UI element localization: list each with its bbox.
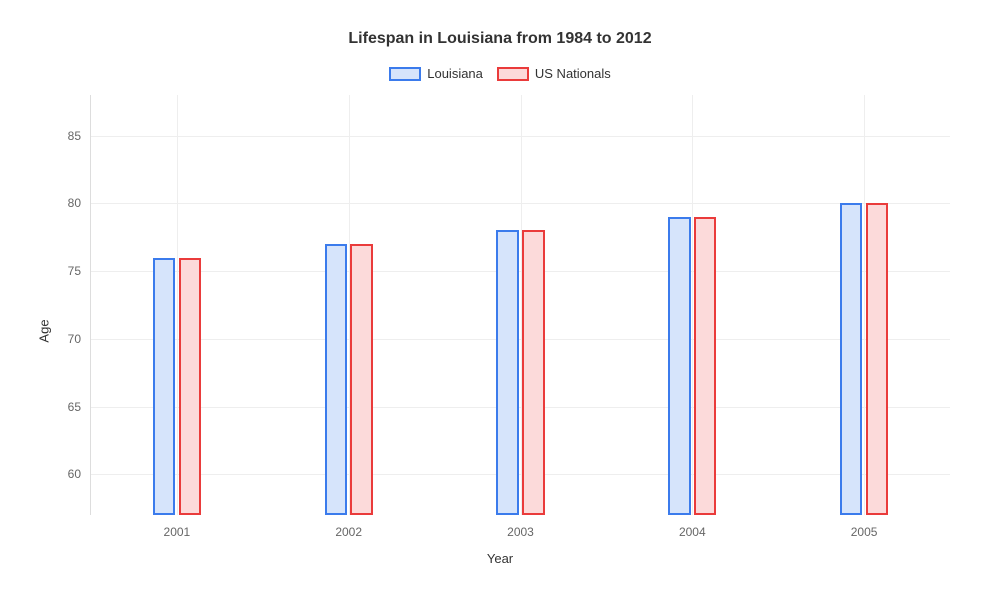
y-tick-label: 75: [68, 264, 91, 278]
legend-swatch-louisiana: [389, 67, 421, 81]
bar-louisiana-2001[interactable]: [153, 258, 175, 515]
x-tick-label: 2003: [507, 515, 534, 539]
y-tick-label: 65: [68, 400, 91, 414]
legend-label-us-nationals: US Nationals: [535, 66, 611, 81]
y-tick-label: 70: [68, 332, 91, 346]
x-tick-label: 2005: [851, 515, 878, 539]
x-tick-label: 2001: [164, 515, 191, 539]
legend: Louisiana US Nationals: [20, 66, 980, 81]
x-axis-label: Year: [20, 551, 980, 566]
bar-louisiana-2002[interactable]: [325, 244, 347, 515]
plot-area: 60657075808520012002200320042005: [90, 95, 950, 515]
x-tick-label: 2004: [679, 515, 706, 539]
bar-us-nationals-2002[interactable]: [350, 244, 372, 515]
bar-louisiana-2003[interactable]: [496, 230, 518, 515]
y-axis-label: Age: [37, 319, 52, 342]
bar-us-nationals-2005[interactable]: [866, 203, 888, 515]
bar-us-nationals-2001[interactable]: [179, 258, 201, 515]
legend-label-louisiana: Louisiana: [427, 66, 483, 81]
x-tick-label: 2002: [335, 515, 362, 539]
bar-us-nationals-2003[interactable]: [522, 230, 544, 515]
legend-swatch-us-nationals: [497, 67, 529, 81]
legend-item-us-nationals[interactable]: US Nationals: [497, 66, 611, 81]
bar-louisiana-2005[interactable]: [840, 203, 862, 515]
chart-container: Lifespan in Louisiana from 1984 to 2012 …: [0, 0, 1000, 600]
y-tick-label: 85: [68, 129, 91, 143]
legend-item-louisiana[interactable]: Louisiana: [389, 66, 483, 81]
plot-inner: [91, 95, 950, 515]
bar-us-nationals-2004[interactable]: [694, 217, 716, 515]
y-tick-label: 60: [68, 467, 91, 481]
chart-title: Lifespan in Louisiana from 1984 to 2012: [20, 30, 980, 48]
bar-louisiana-2004[interactable]: [668, 217, 690, 515]
y-tick-label: 80: [68, 196, 91, 210]
